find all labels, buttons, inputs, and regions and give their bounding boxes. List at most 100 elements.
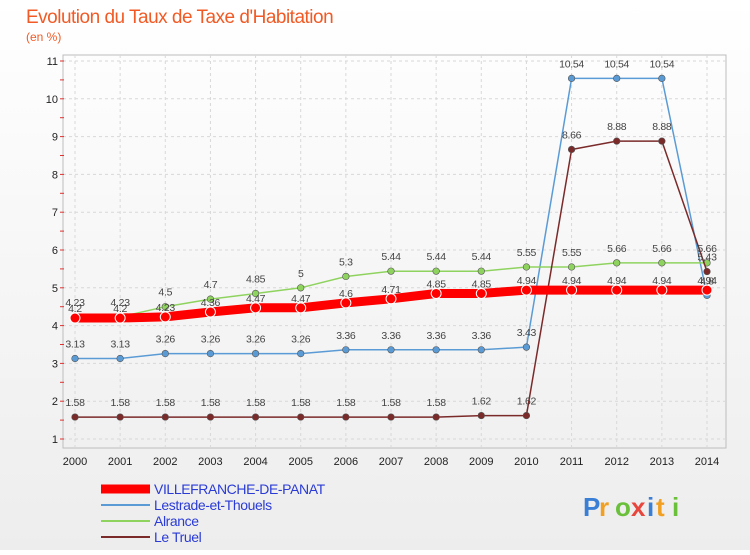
data-label: 1.58 <box>427 397 447 409</box>
logo-letter: r <box>599 492 609 522</box>
data-label: 4.94 <box>652 275 672 287</box>
x-tick-label: 2012 <box>604 456 628 468</box>
data-label: 3.36 <box>472 330 492 342</box>
data-point-0 <box>656 284 668 296</box>
data-label: 4.36 <box>201 297 221 309</box>
data-point-3 <box>342 413 350 421</box>
data-point-1 <box>432 346 440 354</box>
y-tick-label: 5 <box>52 283 58 295</box>
data-point-2 <box>387 267 395 275</box>
data-label: 3.26 <box>201 334 221 346</box>
data-label: 4.85 <box>472 278 492 290</box>
data-label: 4.5 <box>158 287 172 299</box>
data-point-0 <box>204 306 216 318</box>
data-label: 3.36 <box>381 330 401 342</box>
data-point-2 <box>342 272 350 281</box>
data-labels: 4.2 4.2 4.23 4.36 4.47 4.47 4.6 4.71 4.85 4.85 4.9… <box>65 58 717 409</box>
y-tick-label: 6 <box>52 245 58 257</box>
data-point-3 <box>658 137 666 145</box>
y-tick-label: 3 <box>52 358 58 370</box>
data-label: 1.58 <box>201 397 221 409</box>
legend-label-3: Le Truel <box>154 529 202 545</box>
x-tick-label: 2001 <box>108 456 132 468</box>
data-point-1 <box>206 349 215 358</box>
data-label: 5 <box>298 268 304 280</box>
data-point-2 <box>297 284 305 292</box>
data-label: 1.62 <box>517 396 537 408</box>
x-tick-label: 2009 <box>469 456 493 468</box>
data-point-1 <box>251 349 260 358</box>
data-label: 4.94 <box>607 275 627 287</box>
data-point-1 <box>477 346 485 354</box>
legend-label-1: Lestrade-et-Thouels <box>154 497 272 513</box>
x-tick-label: 2000 <box>63 456 87 468</box>
data-label: 4.2 <box>68 303 82 315</box>
data-label: 1.58 <box>336 397 356 409</box>
data-label: 4.85 <box>427 278 447 290</box>
legend-label-2: Alrance <box>154 513 199 529</box>
data-point-1 <box>522 343 531 351</box>
data-label: 3.13 <box>65 338 85 350</box>
data-label: 5.44 <box>472 251 492 263</box>
chart-title: Evolution du Taux de Taxe d'Habitation <box>26 7 333 28</box>
data-label: 4.2 <box>113 303 127 315</box>
y-tick-label: 1 <box>52 434 58 446</box>
data-point-2 <box>206 295 215 303</box>
data-point-2 <box>567 263 576 271</box>
data-label: 4.23 <box>156 302 176 314</box>
data-point-3 <box>432 413 440 421</box>
data-point-0 <box>159 311 171 323</box>
data-label: 1.58 <box>65 397 85 409</box>
logo-letter: i <box>647 492 654 522</box>
data-point-2 <box>477 267 485 275</box>
data-point-0 <box>566 284 578 296</box>
data-label: 3.36 <box>336 330 356 342</box>
data-point-2 <box>613 259 621 267</box>
x-tick-label: 2008 <box>424 456 448 468</box>
logo-letter: P <box>583 492 600 522</box>
data-point-3 <box>477 411 485 420</box>
data-label: 4.23 <box>65 297 85 309</box>
y-tick-label: 7 <box>52 207 58 219</box>
data-label: 4.71 <box>381 284 401 296</box>
x-tick-label: 2013 <box>650 456 674 468</box>
data-point-3 <box>567 145 576 154</box>
data-label: 3.26 <box>156 334 176 346</box>
legend: VILLEFRANCHE-DE-PANATLestrade-et-Thouels… <box>101 481 326 545</box>
data-point-2 <box>161 303 169 311</box>
x-tick-label: 2003 <box>198 456 222 468</box>
data-label: 4.94 <box>517 275 537 287</box>
data-point-0 <box>475 287 487 299</box>
data-label: 3.43 <box>517 327 537 339</box>
y-tick-label: 8 <box>52 169 58 181</box>
data-point-1 <box>658 74 666 82</box>
data-label: 1.62 <box>472 396 492 408</box>
data-label: 4.47 <box>246 293 266 305</box>
axes: 1 2 3 4 5 6 7 8 9 10 11 2000 2001 2002 2003 2004 2005 200… <box>46 56 719 468</box>
data-point-0 <box>114 312 126 324</box>
data-point-3 <box>161 413 169 421</box>
data-point-3 <box>613 137 621 145</box>
x-tick-label: 2005 <box>288 456 312 468</box>
data-point-2 <box>658 259 666 267</box>
data-point-3 <box>297 413 305 421</box>
data-point-3 <box>522 411 531 420</box>
data-label: 5.44 <box>427 251 447 263</box>
logo-letter: t <box>656 492 665 522</box>
chart-subtitle: (en %) <box>26 30 61 44</box>
data-point-0 <box>69 312 81 324</box>
data-label: 1.58 <box>156 397 176 409</box>
y-tick-label: 11 <box>47 56 58 68</box>
data-point-0 <box>430 287 442 299</box>
data-point-1 <box>387 346 395 354</box>
data-label: 4.94 <box>562 275 582 287</box>
data-point-2 <box>522 263 531 271</box>
data-label: 4.6 <box>339 288 353 300</box>
x-tick-label: 2014 <box>695 456 719 468</box>
data-label: 3.13 <box>111 338 131 350</box>
plot-frame <box>62 54 727 449</box>
x-tick-label: 2007 <box>379 456 403 468</box>
data-point-3 <box>251 413 260 421</box>
